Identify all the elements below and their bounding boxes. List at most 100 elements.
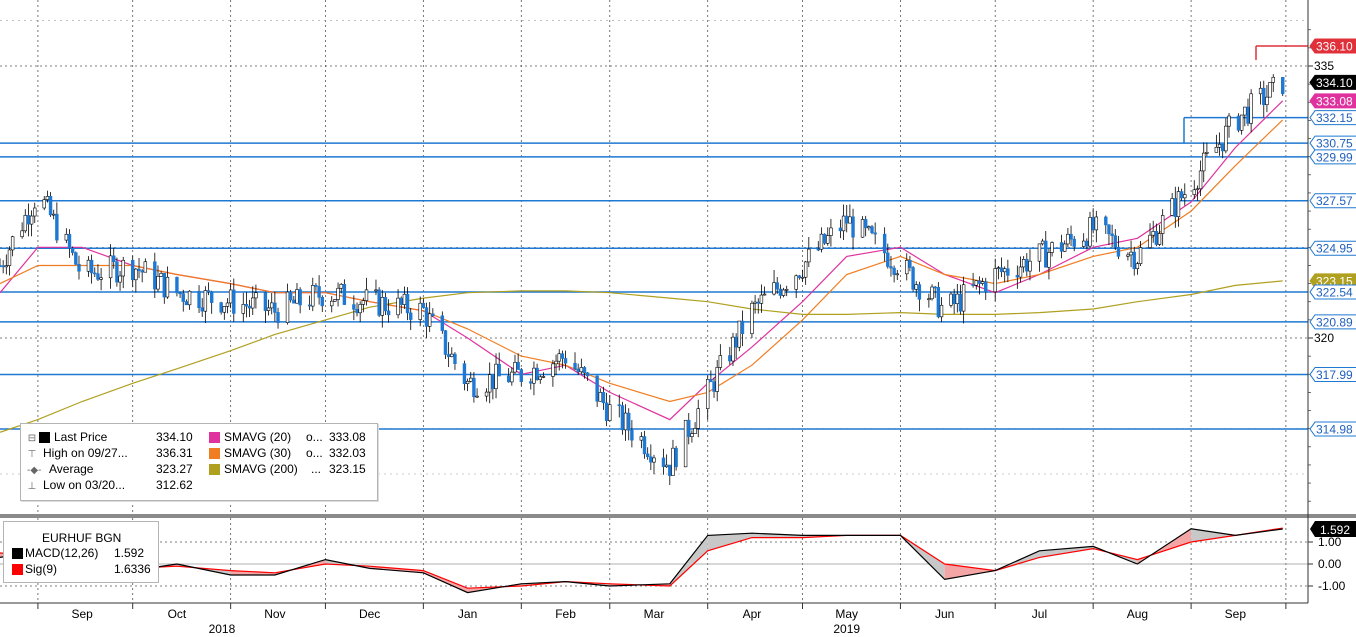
price-tag: 333.08	[1309, 93, 1356, 109]
candle-body	[627, 412, 631, 431]
candle-body	[674, 447, 678, 468]
candle-body	[696, 408, 700, 429]
candle-body	[671, 447, 675, 476]
candle-body	[510, 371, 514, 383]
candle-body	[273, 302, 277, 313]
candle-body	[728, 355, 732, 362]
candle-body	[617, 404, 621, 407]
candle-body	[1069, 233, 1073, 240]
candle-body	[228, 289, 233, 304]
sma-line-30	[0, 119, 1284, 403]
candle-body	[48, 196, 53, 216]
macd-line	[0, 528, 1283, 594]
candle-body	[794, 275, 798, 290]
candle-body	[1091, 217, 1095, 231]
candle-body	[803, 261, 808, 278]
candle-body	[1018, 266, 1023, 278]
candle-body	[1214, 147, 1219, 153]
candle-body	[446, 354, 451, 357]
candle-body	[579, 367, 584, 373]
candle-body	[819, 233, 824, 250]
candle-body	[29, 215, 34, 225]
candle-body	[895, 273, 899, 276]
candle-body	[848, 216, 852, 224]
x-month-label: Jul	[1032, 607, 1047, 621]
candle-body	[352, 304, 356, 310]
macd-histogram-fill	[944, 564, 996, 580]
candle-body	[364, 289, 369, 301]
candle-body	[219, 302, 223, 313]
candle-body	[4, 265, 9, 268]
candle-body	[845, 215, 849, 224]
candle-body	[955, 293, 960, 305]
candle-body	[175, 276, 179, 294]
candle-body	[108, 255, 113, 279]
candle-body	[266, 307, 271, 311]
candle-body	[1236, 115, 1241, 131]
candle-body	[740, 320, 745, 334]
collapse-icon[interactable]: ⊟	[27, 433, 37, 444]
sig-value: 1.6336	[114, 562, 151, 576]
price-tag-bg	[1309, 240, 1356, 256]
candle-body	[737, 320, 742, 348]
legend-sma200: SMAVG (200)	[209, 462, 298, 477]
candle-body	[860, 219, 865, 238]
macd-value: 1.592	[114, 546, 145, 560]
candle-body	[93, 272, 97, 275]
candle-body	[573, 362, 577, 370]
candle-body	[772, 282, 776, 295]
candle-body	[980, 281, 985, 284]
price-tag: 336.10	[1309, 38, 1356, 54]
candle-body	[20, 230, 24, 238]
candle-body	[936, 287, 941, 318]
price-tag-label: 333.08	[1316, 94, 1353, 108]
candle-body	[781, 289, 786, 296]
price-legend: ⊟ Last Price 334.10 ⊤ High on 09/27... 336…	[20, 423, 378, 501]
candle-body	[64, 233, 69, 241]
macd-histogram-fill	[1191, 528, 1236, 542]
candle-body	[690, 433, 694, 437]
sma200-swatch	[209, 464, 220, 476]
candle-body	[1202, 152, 1206, 172]
price-tag-bg	[1309, 93, 1356, 109]
candle-body	[598, 392, 602, 402]
candle-body	[1271, 76, 1275, 83]
candle-body	[314, 285, 318, 287]
candle-body	[927, 298, 931, 301]
macd-tag: 1.592	[1310, 520, 1356, 537]
x-month-label: Oct	[168, 607, 187, 621]
candle-body	[55, 213, 59, 241]
candle-body	[336, 287, 340, 300]
price-tag-label: 317.99	[1316, 368, 1353, 382]
candle-body	[134, 268, 138, 281]
x-month-label: Nov	[264, 607, 285, 621]
candle-body	[519, 369, 524, 382]
candle-body	[1072, 238, 1076, 247]
candle-body	[200, 307, 204, 312]
candle-body	[209, 291, 214, 303]
candle-body	[342, 283, 347, 305]
x-month-label: Apr	[743, 607, 762, 621]
candle-body	[1217, 143, 1222, 148]
candle-body	[396, 297, 400, 316]
candle-body	[1154, 231, 1159, 245]
candle-body	[358, 303, 362, 314]
candle-body	[1262, 87, 1266, 106]
candle-body	[630, 429, 634, 441]
candle-body	[443, 330, 448, 355]
candle-body	[254, 292, 258, 299]
legend-sma20: SMAVG (20)	[209, 430, 291, 445]
candle-body	[1040, 240, 1045, 245]
legend-high: ⊤ High on 09/27...	[27, 446, 128, 460]
candle-body	[851, 216, 855, 238]
candle-body	[1107, 224, 1111, 235]
candle-body	[0, 265, 2, 267]
candle-body	[1239, 114, 1244, 131]
candle-body	[222, 306, 227, 313]
candle-body	[112, 255, 116, 262]
candle-body	[1104, 216, 1108, 226]
candle-body	[488, 374, 492, 393]
macd-tag-bg	[1310, 520, 1356, 537]
candle-body	[933, 286, 937, 289]
